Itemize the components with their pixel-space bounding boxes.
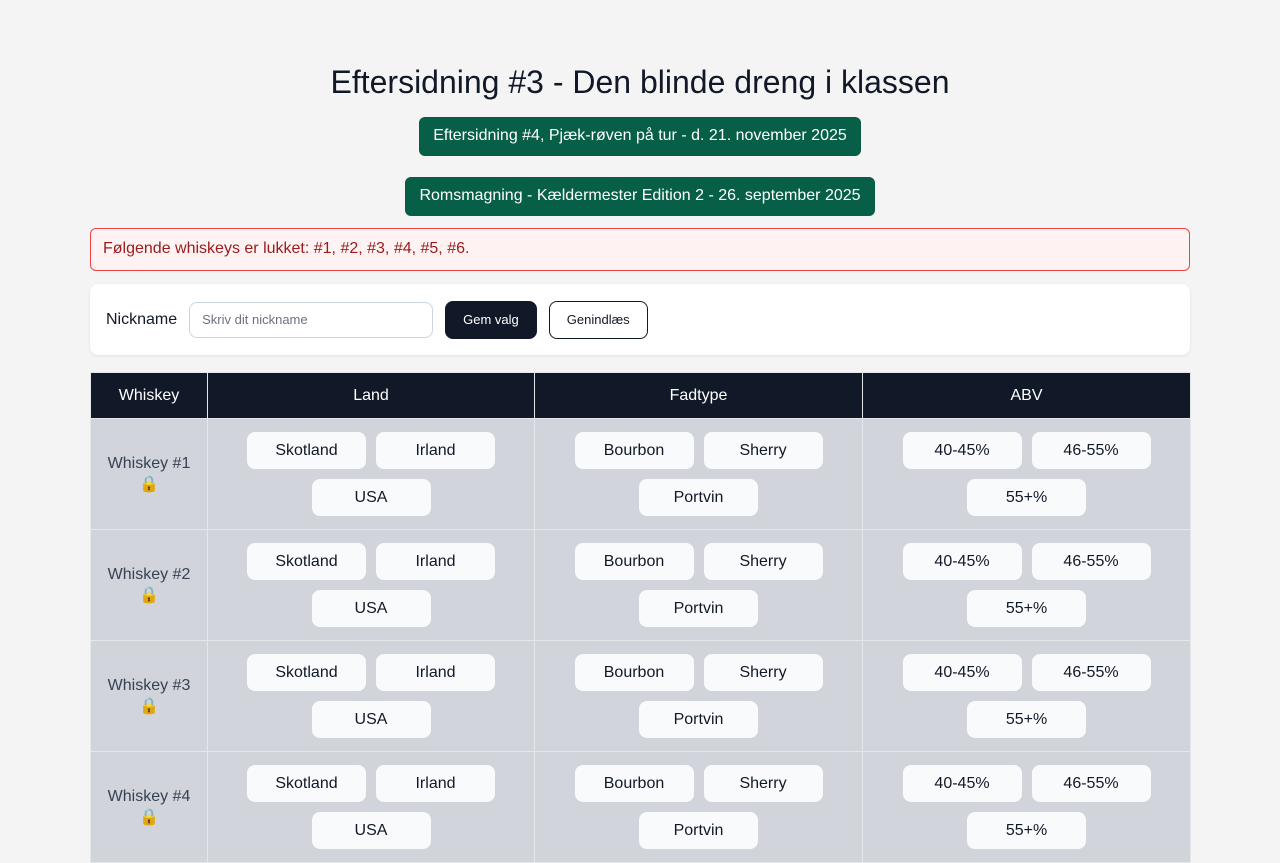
fad-option[interactable]: Bourbon (574, 654, 694, 691)
fad-option[interactable]: Portvin (639, 479, 758, 516)
lock-icon: 🔒 (139, 587, 159, 604)
table-row: Whiskey #2 🔒 Skotland Irland USA Bourbon Sherr… (90, 529, 1191, 641)
land-option[interactable]: Skotland (247, 654, 366, 691)
whiskey-name: Whiskey #3 (107, 677, 191, 694)
header-land: Land (207, 372, 535, 419)
whiskey-cell: Whiskey #1 🔒 (90, 418, 208, 530)
land-option[interactable]: Irland (376, 765, 495, 802)
page-title: Eftersidning #3 - Den blinde dreng i kla… (330, 64, 950, 100)
abv-option[interactable]: 46-55% (1031, 654, 1151, 691)
whiskey-cell: Whiskey #2 🔒 (90, 529, 208, 641)
locked-alert: Følgende whiskeys er lukket: #1, #2, #3,… (90, 228, 1190, 271)
fad-option[interactable]: Sherry (703, 543, 823, 580)
whiskey-name: Whiskey #1 (107, 455, 191, 472)
abv-cell: 40-45% 46-55% 55+% (862, 751, 1191, 863)
fad-cell: Bourbon Sherry Portvin (534, 529, 863, 641)
fad-option[interactable]: Portvin (639, 812, 758, 849)
abv-cell: 40-45% 46-55% 55+% (862, 529, 1191, 641)
whiskey-cell: Whiskey #3 🔒 (90, 640, 208, 752)
lock-icon: 🔒 (139, 476, 159, 493)
land-cell: Skotland Irland USA (207, 640, 535, 752)
abv-option[interactable]: 46-55% (1031, 432, 1151, 469)
fad-option[interactable]: Sherry (703, 432, 823, 469)
event-link-2[interactable]: Romsmagning - Kældermester Edition 2 - 2… (405, 177, 875, 216)
nickname-label: Nickname (106, 310, 178, 328)
fad-option[interactable]: Bourbon (574, 543, 694, 580)
land-option[interactable]: Irland (376, 543, 495, 580)
header-fadtype: Fadtype (534, 372, 863, 419)
whiskey-table: Whiskey Land Fadtype ABV Whiskey #1 🔒 Skot… (90, 372, 1191, 863)
abv-option[interactable]: 40-45% (902, 654, 1022, 691)
abv-option[interactable]: 55+% (967, 590, 1086, 627)
whiskey-cell: Whiskey #4 🔒 (90, 751, 208, 863)
fad-option[interactable]: Portvin (639, 701, 758, 738)
fad-option[interactable]: Sherry (703, 765, 823, 802)
land-option[interactable]: Irland (376, 432, 495, 469)
abv-cell: 40-45% 46-55% 55+% (862, 640, 1191, 752)
abv-option[interactable]: 46-55% (1031, 765, 1151, 802)
fad-option[interactable]: Bourbon (574, 432, 694, 469)
land-cell: Skotland Irland USA (207, 418, 535, 530)
lock-icon: 🔒 (139, 809, 159, 826)
header-whiskey: Whiskey (90, 372, 208, 419)
land-option[interactable]: USA (311, 812, 431, 849)
save-button[interactable]: Gem valg (445, 300, 537, 339)
fad-option[interactable]: Bourbon (574, 765, 694, 802)
land-cell: Skotland Irland USA (207, 529, 535, 641)
header-abv: ABV (862, 372, 1191, 419)
abv-option[interactable]: 46-55% (1031, 543, 1151, 580)
land-option[interactable]: Skotland (247, 765, 366, 802)
table-row: Whiskey #4 🔒 Skotland Irland USA Bourbon Sherr… (90, 751, 1191, 863)
fad-cell: Bourbon Sherry Portvin (534, 418, 863, 530)
abv-option[interactable]: 55+% (967, 701, 1086, 738)
fad-option[interactable]: Sherry (703, 654, 823, 691)
fad-cell: Bourbon Sherry Portvin (534, 640, 863, 752)
land-option[interactable]: Irland (376, 654, 495, 691)
land-option[interactable]: Skotland (247, 543, 366, 580)
abv-cell: 40-45% 46-55% 55+% (862, 418, 1191, 530)
abv-option[interactable]: 40-45% (902, 432, 1022, 469)
reload-button[interactable]: Genindlæs (548, 300, 648, 339)
table-row: Whiskey #1 🔒 Skotland Irland USA Bourbon Sherr… (90, 418, 1191, 530)
whiskey-name: Whiskey #4 (107, 788, 191, 805)
abv-option[interactable]: 40-45% (902, 543, 1022, 580)
land-option[interactable]: Skotland (247, 432, 366, 469)
whiskey-name: Whiskey #2 (107, 566, 191, 583)
fad-cell: Bourbon Sherry Portvin (534, 751, 863, 863)
nickname-card: Nickname Gem valg Genindlæs (90, 284, 1190, 355)
land-option[interactable]: USA (311, 701, 431, 738)
land-option[interactable]: USA (311, 479, 431, 516)
land-cell: Skotland Irland USA (207, 751, 535, 863)
abv-option[interactable]: 55+% (967, 812, 1086, 849)
lock-icon: 🔒 (139, 698, 159, 715)
land-option[interactable]: USA (311, 590, 431, 627)
event-link-1[interactable]: Eftersidning #4, Pjæk-røven på tur - d. … (419, 117, 861, 156)
table-row: Whiskey #3 🔒 Skotland Irland USA Bourbon Sherr… (90, 640, 1191, 752)
abv-option[interactable]: 55+% (967, 479, 1086, 516)
fad-option[interactable]: Portvin (639, 590, 758, 627)
abv-option[interactable]: 40-45% (902, 765, 1022, 802)
nickname-input[interactable] (189, 301, 434, 338)
